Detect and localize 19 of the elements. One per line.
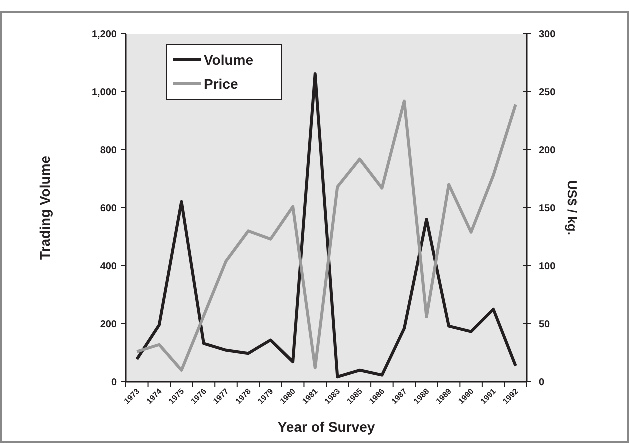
y-tick-label: 600 bbox=[100, 204, 118, 214]
y2-tick-label: 300 bbox=[539, 30, 556, 40]
y2-tick-label: 0 bbox=[539, 378, 545, 388]
y-axis-title: Trading Volume bbox=[37, 156, 53, 260]
y2-tick-label: 150 bbox=[539, 204, 556, 214]
y2-axis-title: US$ / kg. bbox=[565, 180, 580, 236]
y-tick-label: 1,000 bbox=[92, 88, 118, 98]
y-tick-label: 0 bbox=[111, 378, 118, 388]
y-tick-label: 800 bbox=[100, 146, 118, 156]
x-axis-title: Year of Survey bbox=[278, 419, 376, 435]
y-tick-label: 400 bbox=[100, 262, 118, 272]
y2-tick-label: 250 bbox=[539, 88, 556, 98]
y-tick-label: 1,200 bbox=[92, 30, 118, 40]
y-tick-label: 200 bbox=[100, 320, 118, 330]
y2-tick-label: 50 bbox=[539, 320, 551, 330]
legend-label: Price bbox=[204, 76, 238, 92]
y2-tick-label: 200 bbox=[539, 146, 556, 156]
legend-label: Volume bbox=[204, 52, 254, 68]
y2-tick-label: 100 bbox=[539, 262, 556, 272]
